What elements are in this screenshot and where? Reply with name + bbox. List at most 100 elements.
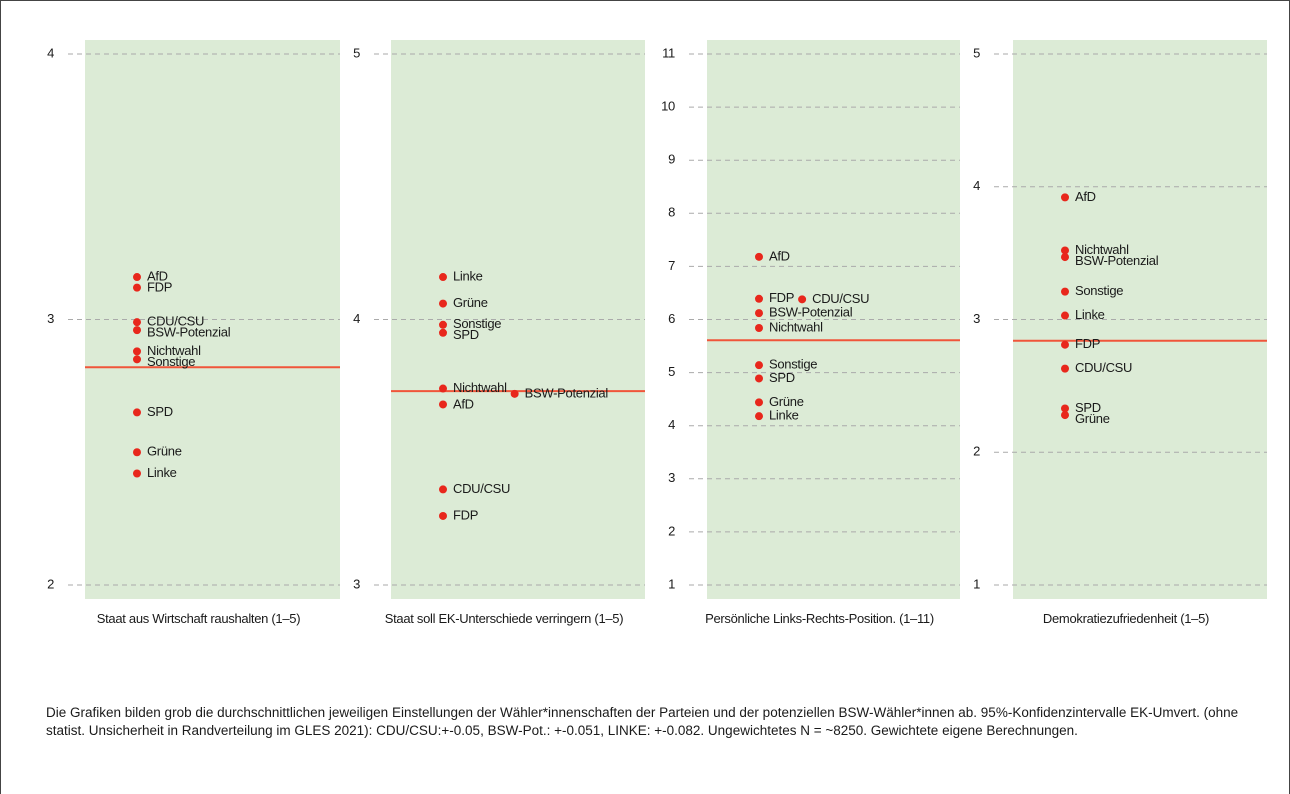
- dot: [133, 283, 141, 292]
- dot-label: CDU/CSU: [453, 481, 510, 496]
- dot: [798, 295, 807, 304]
- dot: [133, 347, 141, 356]
- y-tick-label: 3: [353, 576, 360, 591]
- y-tick-label: 4: [668, 417, 675, 432]
- y-tick-label: 8: [668, 205, 675, 220]
- y-tick-label: 11: [662, 45, 675, 60]
- dot: [1061, 411, 1069, 420]
- dot: [755, 252, 763, 261]
- y-tick-label: 3: [973, 311, 980, 326]
- dot: [439, 400, 447, 409]
- y-tick-label: 1: [668, 576, 675, 591]
- dot-label: Grüne: [147, 444, 182, 459]
- dot: [133, 318, 141, 327]
- dot-label: SPD: [147, 404, 173, 419]
- dot-label: Linke: [147, 465, 177, 480]
- dot: [755, 412, 763, 421]
- dot-label: SPD: [1075, 400, 1101, 415]
- x-axis-label: Demokratiezufriedenheit (1–5): [1042, 611, 1210, 626]
- dot-label: Linke: [1075, 307, 1105, 322]
- dot: [1061, 340, 1069, 349]
- y-tick-label: 9: [668, 152, 675, 167]
- dot: [439, 485, 447, 494]
- x-axis-label: Staat aus Wirtschaft raushalten (1–5): [96, 611, 301, 626]
- dot-label: BSW-Potenzial: [525, 385, 609, 400]
- dot-label: Nichtwahl: [453, 380, 507, 395]
- dot: [1061, 311, 1069, 320]
- dot-label: CDU/CSU: [1075, 360, 1132, 375]
- dot: [133, 326, 141, 335]
- dot-label: Linke: [453, 268, 483, 283]
- dot-label: Grüne: [769, 394, 804, 409]
- dot-label: FDP: [453, 507, 478, 522]
- dot: [133, 448, 141, 457]
- dot: [439, 299, 447, 308]
- dot-label: Nichtwahl: [1075, 242, 1129, 257]
- dot-label: Nichtwahl: [769, 319, 823, 334]
- dot: [510, 389, 519, 398]
- x-label-box: Demokratiezufriedenheit (1–5): [1042, 611, 1210, 626]
- dot: [1061, 287, 1069, 296]
- y-tick-label: 4: [47, 45, 54, 60]
- x-label-box: Staat soll EK-Unterschiede verringern (1…: [384, 611, 624, 626]
- dot: [133, 469, 141, 478]
- dot-label: Sonstige: [453, 316, 501, 331]
- chart: 234AfDFDPCDU/CSUBSW-PotenzialNichtwahlSo…: [47, 40, 1267, 626]
- x-axis-label: Staat soll EK-Unterschiede verringern (1…: [384, 611, 624, 626]
- dot-label: Sonstige: [769, 357, 817, 372]
- dot-label: Grüne: [1075, 411, 1110, 426]
- dot: [1061, 364, 1069, 373]
- dot: [1061, 253, 1069, 262]
- dot-label: FDP: [1075, 336, 1100, 351]
- x-label-box: Staat aus Wirtschaft raushalten (1–5): [96, 611, 301, 626]
- dot-label: BSW-Potenzial: [1075, 253, 1159, 268]
- dot: [439, 511, 447, 520]
- y-tick-label: 5: [668, 364, 675, 379]
- dot: [755, 323, 763, 332]
- dot-label: Sonstige: [147, 354, 195, 369]
- dot-label: Nichtwahl: [147, 343, 201, 358]
- dot-label: FDP: [147, 279, 172, 294]
- x-label-box: Persönliche Links-Rechts-Position. (1–11…: [705, 611, 934, 626]
- dot-label: AfD: [769, 248, 790, 263]
- dot-label: BSW-Potenzial: [147, 325, 231, 340]
- y-tick-label: 1: [973, 576, 980, 591]
- dot: [1061, 404, 1069, 413]
- dot: [133, 355, 141, 364]
- y-tick-label: 4: [973, 178, 980, 193]
- note: Die Grafiken bilden grob die durchschnit…: [46, 705, 1239, 738]
- y-tick-label: 2: [973, 444, 980, 459]
- y-tick-label: 10: [661, 99, 675, 114]
- dot: [755, 374, 763, 383]
- dot-label: SPD: [769, 370, 795, 385]
- dot: [439, 320, 447, 329]
- dot-label: AfD: [1075, 189, 1096, 204]
- dot: [439, 328, 447, 337]
- y-tick-label: 3: [47, 311, 54, 326]
- dot-label: FDP: [769, 290, 794, 305]
- dot-label: AfD: [453, 396, 474, 411]
- dot: [755, 398, 763, 407]
- dot: [755, 294, 763, 303]
- dot: [439, 384, 447, 393]
- y-tick-label: 4: [353, 311, 360, 326]
- dot-label: AfD: [147, 268, 168, 283]
- dot-label: Sonstige: [1075, 283, 1123, 298]
- y-tick-label: 7: [668, 258, 675, 273]
- dot: [755, 361, 763, 370]
- dot: [1061, 246, 1069, 255]
- y-tick-label: 5: [353, 45, 360, 60]
- y-tick-label: 3: [668, 470, 675, 485]
- dot-label: SPD: [453, 327, 479, 342]
- y-tick-label: 2: [47, 576, 54, 591]
- y-tick-label: 2: [668, 523, 675, 538]
- dot-label: CDU/CSU: [812, 291, 869, 306]
- y-tick-label: 6: [668, 311, 675, 326]
- dot: [1061, 193, 1069, 202]
- dot: [755, 309, 763, 318]
- dot-label: BSW-Potenzial: [769, 305, 853, 320]
- dot-label: Linke: [769, 408, 799, 423]
- x-axis-label: Persönliche Links-Rechts-Position. (1–11…: [705, 611, 934, 626]
- dot-label: Grüne: [453, 295, 488, 310]
- dot: [133, 408, 141, 417]
